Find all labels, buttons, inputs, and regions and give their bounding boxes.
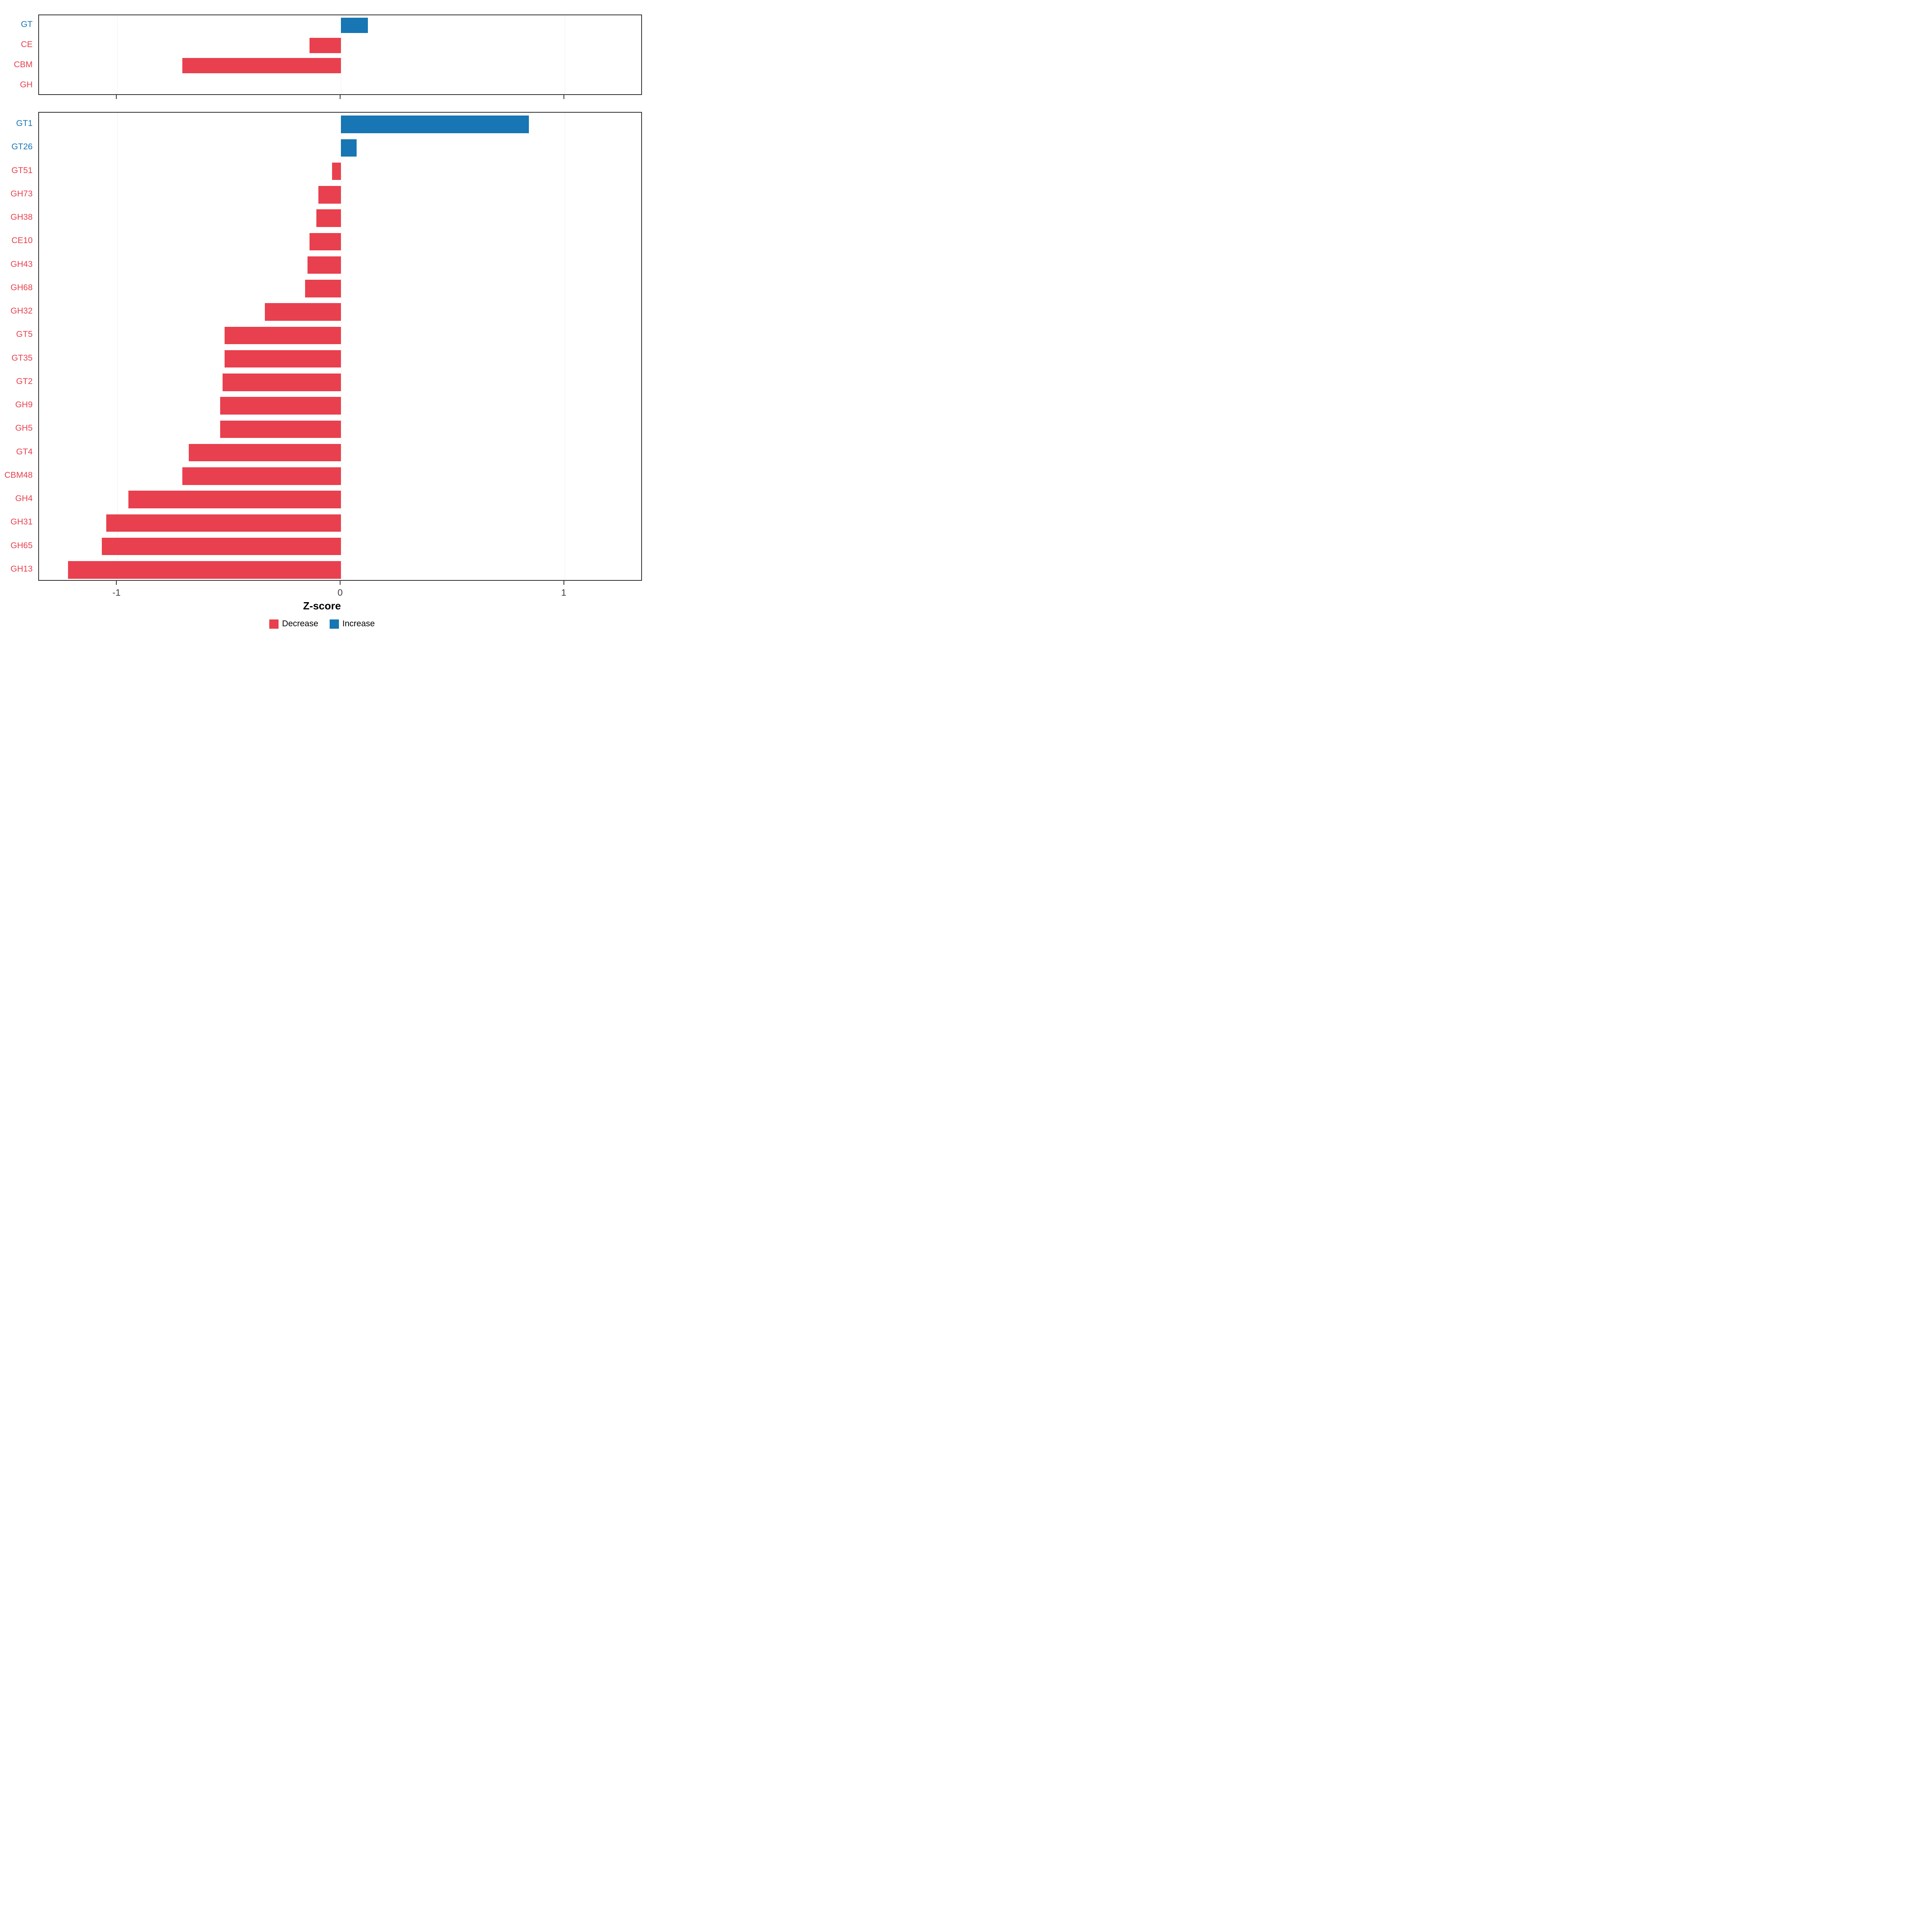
bar-gh4 bbox=[128, 491, 341, 508]
bar-gh13 bbox=[68, 561, 341, 579]
category-label-gh9: GH9 bbox=[15, 400, 33, 409]
category-label-gh68: GH68 bbox=[10, 283, 33, 292]
x-axis-tick bbox=[116, 95, 117, 99]
bar-gt4 bbox=[189, 444, 341, 462]
bar-cbm48 bbox=[182, 467, 341, 485]
x-axis-tick bbox=[340, 95, 341, 99]
decrease-color-swatch bbox=[269, 619, 279, 629]
bar-cbm bbox=[182, 58, 341, 73]
x-axis-tick-label: -1 bbox=[112, 587, 121, 598]
bar-gt35 bbox=[225, 350, 341, 368]
x-axis-tick bbox=[340, 581, 341, 585]
bar-gh9 bbox=[220, 397, 341, 415]
gridline bbox=[117, 113, 118, 580]
bar-gt26 bbox=[341, 139, 357, 157]
increase-color-swatch bbox=[329, 619, 339, 629]
legend-item-increase: Increase bbox=[329, 619, 375, 629]
category-label-gh5: GH5 bbox=[15, 423, 33, 433]
bar-gh38 bbox=[316, 209, 341, 227]
category-label-gt26: GT26 bbox=[11, 142, 33, 152]
bar-gh73 bbox=[318, 186, 341, 204]
category-label-gh13: GH13 bbox=[10, 564, 33, 574]
x-axis-tick-label: 0 bbox=[337, 587, 343, 598]
bar-gh68 bbox=[305, 280, 341, 297]
bar-ce bbox=[310, 38, 341, 53]
category-label-ce10: CE10 bbox=[11, 236, 33, 246]
category-label-gh65: GH65 bbox=[10, 541, 33, 550]
category-label-cbm: CBM bbox=[14, 60, 33, 69]
cazyme-family-panel bbox=[38, 112, 642, 581]
category-label-gt51: GT51 bbox=[11, 165, 33, 175]
x-axis-tick bbox=[116, 581, 117, 585]
category-label-ce: CE bbox=[21, 40, 33, 49]
bar-gt51 bbox=[332, 162, 341, 180]
cazyme-class-panel bbox=[38, 14, 642, 95]
gridline bbox=[117, 15, 118, 94]
category-label-gt4: GT4 bbox=[16, 447, 33, 456]
category-label-gh: GH bbox=[20, 80, 33, 89]
category-label-gt1: GT1 bbox=[16, 119, 33, 128]
category-label-gh38: GH38 bbox=[10, 213, 33, 222]
bar-gh65 bbox=[101, 537, 341, 555]
legend: Decrease Increase bbox=[0, 619, 644, 629]
category-label-gh31: GH31 bbox=[10, 517, 33, 527]
bar-gt2 bbox=[222, 374, 341, 391]
category-label-cbm48: CBM48 bbox=[4, 470, 33, 480]
category-label-gt5: GT5 bbox=[16, 330, 33, 339]
bar-ce10 bbox=[310, 233, 341, 251]
category-label-gt2: GT2 bbox=[16, 376, 33, 386]
bar-gt bbox=[341, 18, 368, 33]
legend-label-decrease: Decrease bbox=[282, 619, 318, 628]
bar-gh43 bbox=[307, 256, 341, 274]
legend-item-decrease: Decrease bbox=[269, 619, 318, 629]
bar-gh31 bbox=[106, 514, 341, 532]
bar-gh5 bbox=[220, 420, 341, 438]
bar-gh32 bbox=[265, 303, 341, 321]
category-label-gh32: GH32 bbox=[10, 306, 33, 316]
x-axis-tick-label: 1 bbox=[561, 587, 566, 598]
bar-gt5 bbox=[225, 326, 341, 345]
category-label-gh73: GH73 bbox=[10, 189, 33, 198]
category-label-gh43: GH43 bbox=[10, 259, 33, 269]
x-axis-title: Z-score bbox=[303, 600, 341, 612]
bar-gt1 bbox=[341, 116, 529, 133]
category-label-gt35: GT35 bbox=[11, 353, 33, 363]
category-label-gh4: GH4 bbox=[15, 494, 33, 503]
zscore-bar-chart-figure: Z-score Decrease Increase GT CE CBM GH GT1 GT… bbox=[0, 0, 644, 644]
legend-label-increase: Increase bbox=[342, 619, 375, 628]
category-label-gt: GT bbox=[21, 20, 33, 29]
